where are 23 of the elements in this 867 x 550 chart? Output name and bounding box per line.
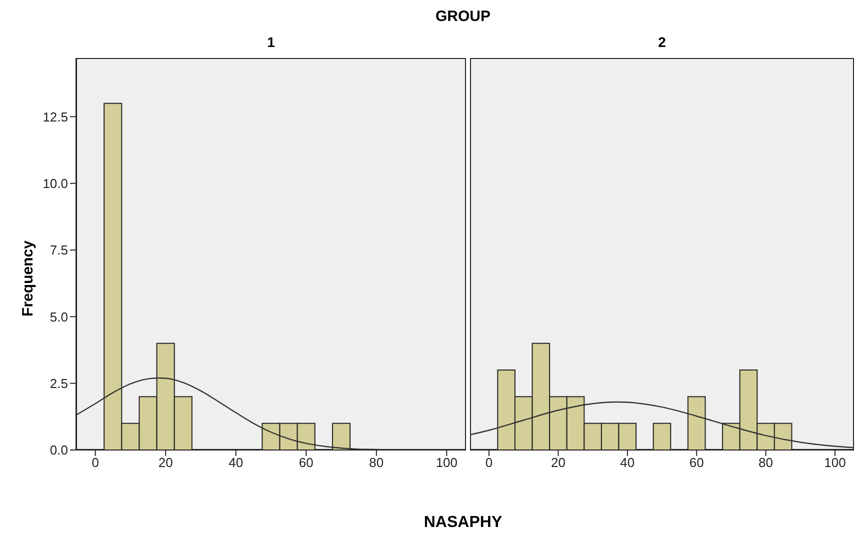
x-tick-label: 40 [620, 455, 635, 470]
x-axis-title: NASAPHY [422, 514, 504, 532]
x-tick-label: 40 [228, 455, 244, 470]
x-tick-label: 20 [158, 455, 173, 470]
chart-title: 2 [657, 34, 667, 50]
x-tick-label: 100 [436, 455, 458, 470]
x-tick-label: 80 [758, 455, 774, 470]
y-axis-title: Frequency [20, 240, 36, 318]
x-tick-label: 0 [485, 455, 493, 470]
y-tick-label: 0.0 [50, 442, 68, 458]
x-tick-label: 100 [824, 455, 846, 470]
x-tick-label: 0 [92, 455, 99, 470]
x-tick-label: 60 [689, 455, 704, 470]
y-tick-label: 10.0 [42, 176, 68, 191]
y-tick-label: 5.0 [50, 309, 68, 324]
y-tick-label: 7.5 [50, 242, 68, 258]
text: GROUP [434, 8, 492, 25]
x-tick-label: 80 [369, 455, 384, 470]
chart-title: 1 [266, 34, 276, 50]
y-tick-label: 2.5 [50, 376, 68, 391]
x-tick-label: 20 [550, 455, 566, 470]
x-tick-label: 60 [298, 455, 314, 470]
y-tick-label: 12.5 [42, 109, 68, 124]
